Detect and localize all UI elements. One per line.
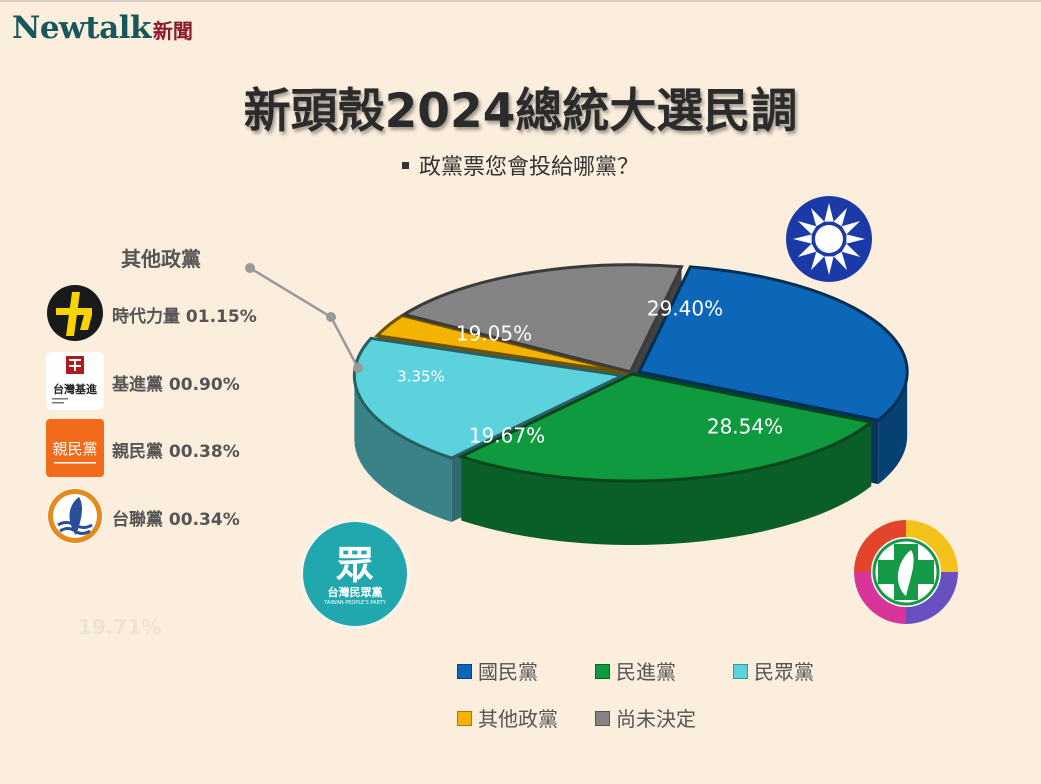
pie-slice-side: [878, 371, 908, 485]
other-party-label: 親民黨 00.38%: [112, 442, 240, 462]
sun-ray: [811, 207, 825, 227]
legend-item-kmt: 國民黨: [457, 656, 538, 685]
legend-swatch: [457, 711, 472, 726]
pie-slice: [457, 372, 875, 483]
new-power-party-logo-icon: [47, 285, 103, 341]
legend-swatch: [457, 664, 472, 679]
pie-slice: [400, 263, 684, 374]
kmt-emblem-icon: [786, 196, 872, 282]
sun-ray: [797, 243, 817, 257]
brand-name-en: Newtalk: [12, 10, 151, 46]
sun-ray: [793, 234, 812, 244]
pie-value-label: 28.54%: [707, 415, 783, 439]
legend-label: 國民黨: [478, 660, 538, 684]
sun-ray: [841, 221, 861, 235]
sun-ray: [811, 251, 825, 271]
pie-slice-side: [354, 375, 452, 523]
chart-subtitle: 政黨票您會投給哪黨？: [0, 149, 1041, 181]
tsp-logo-text: 台灣基進: [53, 382, 98, 396]
legend-swatch: [733, 664, 748, 679]
sun-ray: [824, 256, 834, 275]
newtalk-logo[interactable]: Newtalk 新聞: [12, 10, 193, 46]
top-divider: [0, 0, 1041, 2]
sun-ray: [833, 251, 847, 271]
pie-value-label: 3.35%: [397, 368, 445, 386]
legend-item-dpp: 民進黨: [595, 656, 676, 685]
legend-label: 民進黨: [616, 660, 676, 684]
other-party-label: 基進黨 00.90%: [112, 375, 240, 395]
callout-dot: [326, 312, 336, 322]
tpp-logo-name: 台灣民眾黨: [327, 586, 383, 599]
sun-ray: [833, 207, 847, 227]
sun-ray: [846, 234, 865, 244]
tpp-emblem-icon: 眾 台灣民眾黨 TAIWAN PEOPLE'S PARTY: [303, 522, 407, 626]
tpp-logo-en: TAIWAN PEOPLE'S PARTY: [324, 600, 386, 606]
subtitle-text: 政黨票您會投給哪黨？: [418, 155, 639, 180]
brand-name-zh: 新聞: [152, 19, 193, 43]
pie-slice: [374, 313, 629, 375]
legend-item-others: 其他政黨: [457, 703, 558, 732]
tpp-logo-char: 眾: [335, 543, 374, 587]
other-party-label: 台聯黨 00.34%: [112, 510, 240, 530]
pie-slice: [636, 265, 909, 422]
legend-item-undecided: 尚未決定: [595, 703, 696, 732]
callout-dot: [353, 363, 363, 373]
ghost-percentage-text: 19.71%: [78, 615, 162, 639]
pie-slice-side: [461, 422, 872, 545]
taiwan-solidarity-union-logo-icon: [47, 488, 103, 544]
sun-ray: [824, 203, 834, 222]
callout-dot: [245, 263, 255, 273]
legend-swatch: [595, 664, 610, 679]
pie-slice: [352, 336, 628, 460]
sun-ray: [797, 221, 817, 235]
pie-value-label: 29.40%: [647, 297, 723, 321]
legend-label: 尚未決定: [616, 707, 696, 731]
other-parties-title: 其他政黨: [121, 247, 201, 271]
legend-label: 民眾黨: [754, 660, 814, 684]
taiwan-statebuilding-party-logo-icon: 台灣基進: [46, 352, 104, 410]
chart-title: 新頭殼2024總統大選民調: [243, 84, 798, 139]
pfp-logo-text: 親民黨: [52, 440, 97, 458]
pie-value-label: 19.05%: [456, 322, 532, 346]
bullet-square-icon: [401, 161, 409, 169]
legend-label: 其他政黨: [478, 707, 558, 731]
callout-line: [249, 266, 360, 369]
dpp-emblem-icon: [854, 520, 958, 624]
people-first-party-logo-icon: 親民黨: [46, 419, 104, 477]
sun-ray: [841, 243, 861, 257]
legend-item-tpp: 民眾黨: [733, 656, 814, 685]
legend-swatch: [595, 711, 610, 726]
pie-value-label: 19.67%: [469, 424, 545, 448]
other-party-label: 時代力量 01.15%: [112, 307, 257, 327]
